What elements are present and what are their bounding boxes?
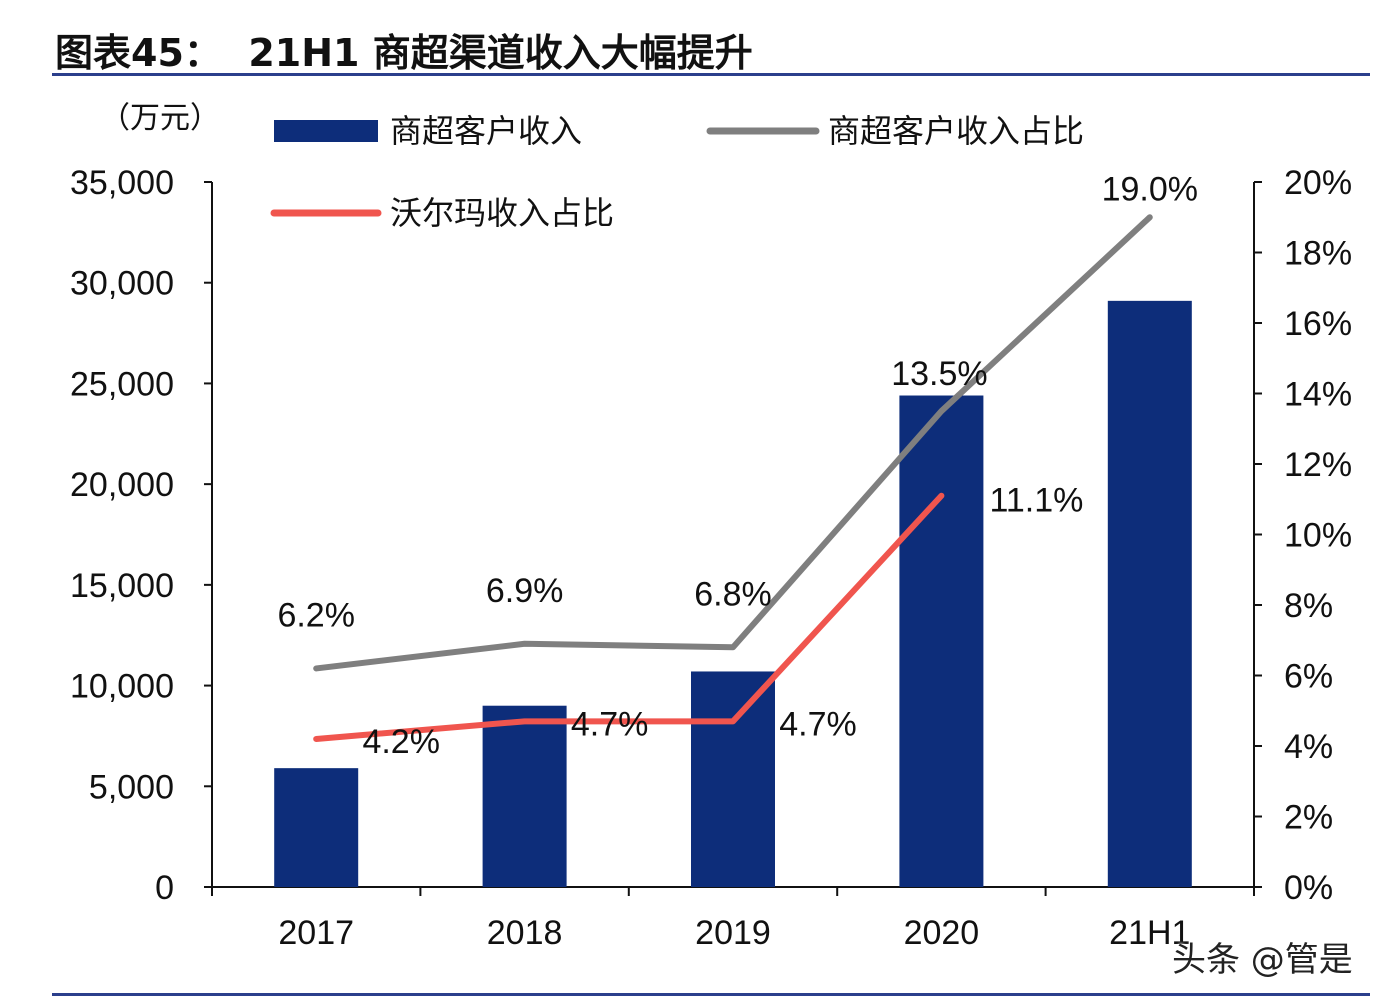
right-tick-label: 8% [1284,587,1333,625]
left-axis-unit: （万元） [100,101,220,136]
legend-label-walmart: 沃尔玛收入占比 [390,194,614,232]
title-divider [52,73,1370,76]
data-labels: 6.2% 6.9% 6.8% 13.5% 19.0% 4.2% 4.7% 4.7% 11.1% [277,170,1198,761]
label-share-2018: 6.9% [486,572,564,610]
line-series [313,214,1153,742]
label-walmart-2019: 4.7% [779,705,857,743]
bar-2020 [899,395,984,887]
legend-label-share: 商超客户收入占比 [828,112,1084,150]
label-share-2017: 6.2% [277,596,355,634]
label-walmart-2020: 11.1% [989,482,1083,520]
left-tick-label: 35,000 [70,164,174,202]
label-walmart-2017: 4.2% [362,723,440,761]
left-tick-label: 20,000 [70,466,174,504]
left-tick-label: 30,000 [70,265,174,303]
watermark: 头条 @管是 [1172,940,1353,980]
bar-2017 [274,768,359,887]
bar-series [274,300,1192,887]
right-tick-label: 4% [1284,728,1333,766]
bottom-divider [52,993,1370,996]
left-tick-label: 5,000 [89,768,174,806]
right-tick-label: 18% [1284,235,1352,273]
label-walmart-2018: 4.7% [571,705,649,743]
bar-2018 [482,705,567,887]
legend-label-revenue: 商超客户收入 [390,112,582,150]
right-tick-label: 2% [1284,799,1333,837]
x-tick-label: 2018 [487,914,563,952]
right-tick-label: 16% [1284,305,1352,343]
chart-title: 图表45： 21H1 商超渠道收入大幅提升 [55,31,753,75]
x-tick-label: 2017 [278,914,354,952]
line-walmart-series [313,492,945,742]
right-tick-label: 0% [1284,869,1333,907]
label-share-2019: 6.8% [694,575,772,613]
bar-21H1 [1107,300,1192,887]
right-tick-label: 20% [1284,164,1352,202]
right-tick-label: 6% [1284,658,1333,696]
left-tick-label: 0 [155,869,174,907]
x-tick-label: 21H1 [1109,914,1190,952]
x-tick-label: 2020 [904,914,980,952]
x-tick-label: 2019 [695,914,771,952]
left-tick-label: 25,000 [70,365,174,403]
bar-2019 [691,671,775,887]
right-tick-label: 12% [1284,446,1352,484]
left-tick-label: 10,000 [70,668,174,706]
label-share-21H1: 19.0% [1102,170,1198,208]
right-tick-label: 10% [1284,517,1352,555]
right-tick-label: 14% [1284,376,1352,414]
left-tick-label: 15,000 [70,567,174,605]
label-share-2020: 13.5% [891,355,987,393]
legend: 商超客户收入 商超客户收入占比 沃尔玛收入占比 [270,112,1084,232]
legend-swatch-revenue [274,120,378,142]
